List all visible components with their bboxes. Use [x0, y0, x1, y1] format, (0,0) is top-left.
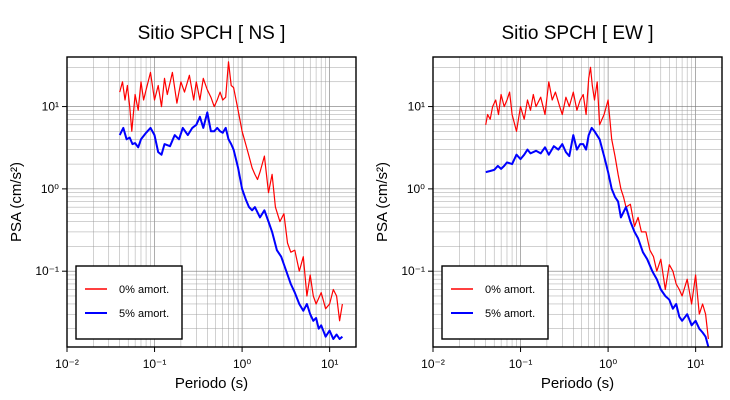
legend-box [441, 265, 549, 340]
y-axis-label: PSA (cm/s²) [8, 162, 25, 242]
x-tick-label: 10⁻² [55, 357, 79, 371]
x-axis-label: Periodo (s) [541, 375, 614, 392]
y-tick-label: 10⁰ [41, 182, 59, 196]
x-tick-label: 10¹ [321, 357, 338, 371]
y-tick-label: 10⁰ [407, 182, 425, 196]
legend-label-amort-0: 0% amort. [119, 284, 169, 296]
plot-frame [432, 56, 723, 348]
x-tick-label: 10⁰ [233, 357, 251, 371]
x-axis-label: Periodo (s) [175, 375, 248, 392]
x-tick-label: 10¹ [687, 357, 704, 371]
x-tick-label: 10⁻¹ [143, 357, 167, 371]
series-line-amort-0 [485, 66, 709, 340]
chart-panel-ns: 10⁻² 10⁻¹ 10⁰ 10¹ 10⁻¹ 10⁰ 10¹ Sitio SPCH [ NS … [8, 23, 357, 392]
legend-box [75, 265, 183, 340]
chart-panel-ew: 10⁻² 10⁻¹ 10⁰ 10¹ 10⁻¹ 10⁰ 10¹ Sitio SPCH [ EW … [374, 23, 723, 392]
y-tick-label: 10⁻¹ [401, 264, 425, 278]
series-line-amort-0 [119, 61, 343, 322]
chart-title: Sitio SPCH [ EW ] [501, 23, 653, 44]
series-line-amort-5 [118, 111, 344, 340]
y-axis-label: PSA (cm/s²) [374, 162, 391, 242]
legend-label-amort-5: 5% amort. [485, 308, 535, 320]
x-tick-label: 10⁻¹ [509, 357, 533, 371]
chart-title: Sitio SPCH [ NS ] [138, 23, 286, 44]
y-tick-label: 10⁻¹ [35, 264, 59, 278]
plot-frame [66, 56, 357, 348]
y-tick-label: 10¹ [408, 100, 425, 114]
series-line-amort-5 [485, 126, 710, 348]
legend-label-amort-0: 0% amort. [485, 284, 535, 296]
y-tick-label: 10¹ [42, 100, 59, 114]
x-tick-label: 10⁰ [599, 357, 617, 371]
legend-label-amort-5: 5% amort. [119, 308, 169, 320]
x-tick-label: 10⁻² [421, 357, 445, 371]
